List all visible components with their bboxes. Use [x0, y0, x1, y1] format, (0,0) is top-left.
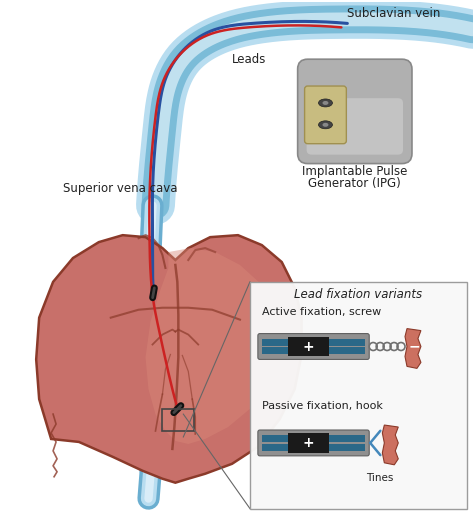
Ellipse shape — [322, 123, 328, 127]
Polygon shape — [405, 329, 421, 368]
FancyBboxPatch shape — [305, 86, 346, 144]
FancyBboxPatch shape — [307, 98, 403, 155]
Ellipse shape — [319, 99, 332, 107]
Text: Superior vena cava: Superior vena cava — [63, 182, 178, 195]
Text: Generator (IPG): Generator (IPG) — [309, 177, 401, 190]
Text: +: + — [303, 436, 314, 450]
Bar — [288, 433, 329, 453]
FancyBboxPatch shape — [298, 59, 412, 163]
Text: Leads: Leads — [232, 53, 266, 66]
Text: Subclavian vein: Subclavian vein — [347, 7, 441, 20]
FancyBboxPatch shape — [250, 282, 466, 509]
Bar — [288, 336, 329, 356]
Text: +: + — [303, 340, 314, 354]
Bar — [262, 339, 365, 345]
FancyBboxPatch shape — [258, 430, 369, 456]
Bar — [262, 347, 365, 354]
Polygon shape — [146, 248, 280, 444]
Text: Implantable Pulse: Implantable Pulse — [302, 165, 408, 178]
Text: Passive fixation, hook: Passive fixation, hook — [262, 401, 383, 411]
Text: Lead fixation variants: Lead fixation variants — [294, 288, 422, 301]
Ellipse shape — [322, 101, 328, 105]
Bar — [262, 444, 365, 451]
Text: Tines: Tines — [366, 473, 394, 483]
Bar — [262, 435, 365, 442]
Polygon shape — [36, 235, 301, 483]
FancyBboxPatch shape — [258, 334, 369, 359]
Ellipse shape — [319, 121, 332, 129]
Bar — [163, 409, 194, 431]
Polygon shape — [383, 425, 398, 465]
Text: −: − — [408, 340, 420, 354]
Text: Active fixation, screw: Active fixation, screw — [262, 307, 381, 316]
